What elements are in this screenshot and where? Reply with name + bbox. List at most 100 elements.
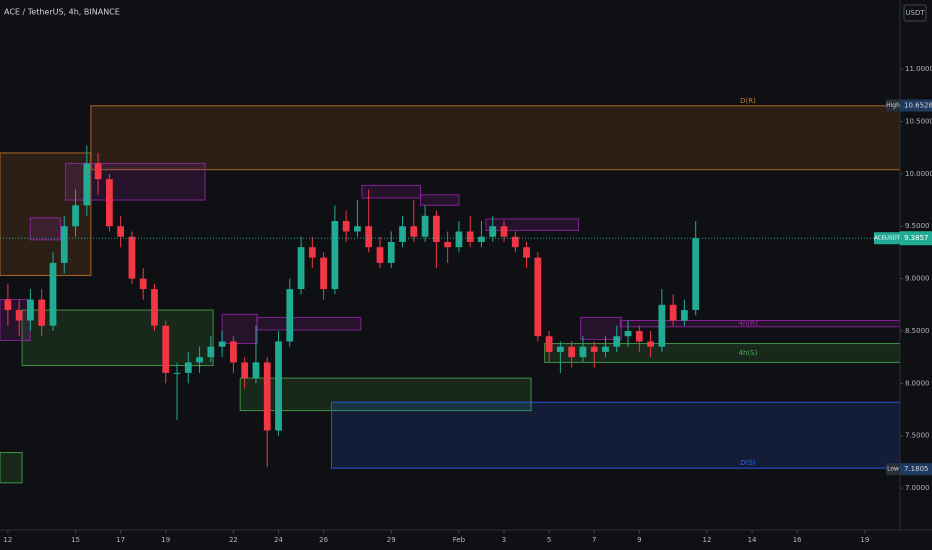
zone-label: 4h(R) bbox=[738, 320, 757, 328]
candle-body bbox=[523, 247, 530, 258]
y-tick-label: 11.0000 bbox=[905, 65, 932, 73]
symbol-label: ACEUSDT bbox=[874, 236, 901, 242]
candle-body bbox=[410, 226, 418, 237]
candle-body bbox=[173, 372, 181, 374]
zone bbox=[0, 451, 23, 484]
candle-body bbox=[241, 362, 249, 379]
y-tick-label: 8.0000 bbox=[905, 379, 930, 387]
zone bbox=[420, 194, 460, 206]
x-tick-label: 24 bbox=[274, 536, 283, 544]
candle-body bbox=[275, 341, 282, 431]
x-tick-label: 19 bbox=[161, 536, 170, 544]
candle-body bbox=[151, 289, 158, 326]
candle-body bbox=[297, 247, 305, 290]
marker-badge bbox=[900, 99, 932, 112]
candle-body bbox=[534, 257, 542, 337]
marker-badge bbox=[900, 463, 932, 476]
candle-body bbox=[444, 241, 452, 248]
axes: 7.0000 7.5000 8.0000 8.5000 9.0000 9.5000 10.0… bbox=[0, 65, 932, 544]
candle-body bbox=[4, 299, 12, 311]
marker-tag-label: High bbox=[886, 102, 900, 109]
candle-body bbox=[38, 299, 46, 326]
zone-label: 4h(S) bbox=[739, 349, 758, 357]
candle-body bbox=[207, 346, 215, 358]
currency-label: USDT bbox=[905, 9, 925, 17]
candle-body bbox=[500, 226, 508, 237]
candle-body bbox=[602, 346, 609, 352]
candle-body bbox=[624, 330, 632, 337]
zone bbox=[485, 218, 579, 231]
zone bbox=[330, 401, 901, 469]
candle-body bbox=[162, 325, 170, 373]
x-tick-label: 12 bbox=[703, 536, 712, 544]
y-tick-label: 7.0000 bbox=[905, 484, 930, 492]
marker-tag bbox=[886, 99, 900, 112]
currency-badge[interactable] bbox=[903, 4, 927, 22]
candle-body bbox=[342, 221, 350, 232]
zone-label: D(S) bbox=[740, 459, 756, 467]
y-tick-label: 10.0000 bbox=[905, 170, 932, 178]
candle-body bbox=[658, 304, 666, 347]
x-tick-label: 19 bbox=[860, 536, 869, 544]
candle-body bbox=[669, 304, 677, 321]
candle-body bbox=[579, 346, 587, 358]
candle-body bbox=[557, 346, 564, 352]
candle-body bbox=[218, 341, 226, 347]
x-tick-label: 3 bbox=[502, 536, 506, 544]
x-tick-label: 17 bbox=[116, 536, 125, 544]
candle-body bbox=[466, 231, 474, 242]
candle-body bbox=[83, 163, 91, 206]
x-tick-label: 22 bbox=[229, 536, 238, 544]
x-tick-label: 9 bbox=[637, 536, 641, 544]
candle-body bbox=[230, 341, 237, 363]
zone bbox=[221, 313, 258, 345]
candle-body bbox=[635, 330, 643, 342]
candle-body bbox=[72, 205, 79, 227]
candle-body bbox=[105, 179, 113, 227]
candle-body bbox=[263, 362, 271, 431]
zone bbox=[29, 217, 61, 241]
marker-value: 10.6528 bbox=[904, 101, 932, 109]
candle-body bbox=[196, 357, 203, 363]
x-tick-label: 29 bbox=[387, 536, 396, 544]
candle-body bbox=[511, 236, 519, 248]
zone bbox=[256, 316, 362, 331]
zone bbox=[580, 316, 622, 340]
y-tick-label: 9.5000 bbox=[905, 222, 930, 230]
candle-body bbox=[647, 341, 654, 347]
x-tick-label: 16 bbox=[793, 536, 802, 544]
candle-body bbox=[27, 299, 34, 321]
candle-body bbox=[139, 278, 147, 290]
candle-body bbox=[489, 226, 497, 237]
x-tick-label: Feb bbox=[453, 536, 466, 544]
candle-body bbox=[331, 221, 339, 290]
marker-tag-label: Low bbox=[887, 466, 899, 473]
y-tick-label: 7.5000 bbox=[905, 432, 930, 440]
candle-body bbox=[117, 226, 125, 237]
candles bbox=[4, 145, 700, 468]
candle-body bbox=[681, 310, 688, 321]
x-tick-label: 15 bbox=[71, 536, 80, 544]
candle-body bbox=[365, 226, 373, 248]
candle-body bbox=[387, 241, 395, 263]
symbol-badge bbox=[874, 232, 900, 245]
candle-body bbox=[421, 215, 429, 237]
candle-body bbox=[15, 310, 23, 321]
candle-body bbox=[399, 226, 406, 242]
y-tick-label: 8.5000 bbox=[905, 327, 930, 335]
marker-tag bbox=[886, 463, 900, 476]
last-price-label: 9.3857 bbox=[904, 234, 929, 242]
candle-body bbox=[94, 163, 102, 180]
candle-body bbox=[455, 231, 463, 248]
candle-body bbox=[590, 346, 598, 352]
zone bbox=[239, 377, 532, 412]
candle-body bbox=[376, 247, 384, 263]
candle-body bbox=[60, 226, 68, 263]
candle-body bbox=[320, 257, 327, 290]
x-tick-label: 14 bbox=[748, 536, 757, 544]
y-tick-label: 9.0000 bbox=[905, 275, 930, 283]
x-tick-label: 12 bbox=[3, 536, 12, 544]
candle-body bbox=[545, 336, 553, 352]
